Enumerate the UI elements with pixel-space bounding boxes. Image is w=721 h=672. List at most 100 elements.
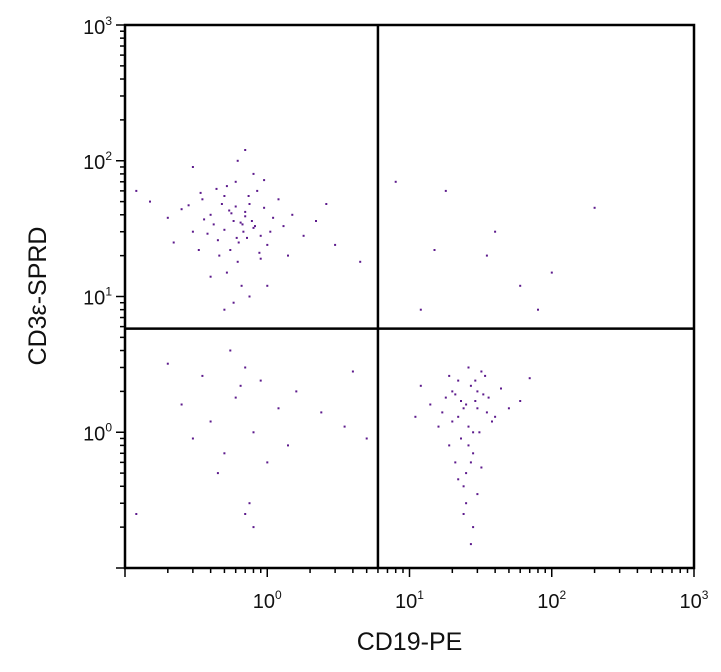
x-tick-label: 103 (680, 588, 709, 613)
data-point (491, 420, 493, 423)
data-point (252, 526, 255, 529)
data-point (433, 249, 436, 251)
data-point (291, 213, 294, 216)
data-point (457, 379, 460, 382)
data-point (472, 526, 475, 529)
data-point (252, 226, 255, 229)
data-point (225, 271, 228, 274)
data-point (460, 437, 462, 440)
data-point (419, 384, 422, 387)
data-point (246, 236, 248, 239)
data-point (469, 543, 472, 546)
data-point (149, 200, 151, 203)
x-axis-label: CD19-PE (357, 628, 463, 656)
data-point (201, 198, 204, 201)
y-axis-ticks: 100 101 102 103 (83, 14, 125, 569)
data-point (199, 191, 202, 194)
data-point (277, 198, 280, 201)
data-point (254, 225, 256, 228)
data-point (212, 223, 215, 226)
data-point (263, 206, 266, 209)
data-point (191, 230, 194, 233)
data-point (244, 366, 247, 369)
data-point (187, 204, 190, 207)
data-point (266, 243, 269, 246)
data-point (485, 254, 488, 257)
data-point (472, 431, 475, 434)
y-tick-label: 100 (83, 420, 112, 445)
data-point (247, 195, 250, 197)
x-axis-ticks: 100 101 102 103 (124, 568, 709, 613)
data-point (451, 390, 454, 393)
x-tick-label: 100 (253, 588, 282, 613)
data-point (248, 203, 251, 205)
data-point (230, 212, 233, 215)
data-point (228, 209, 231, 212)
data-point (277, 407, 280, 410)
data-point (462, 485, 465, 488)
data-point (365, 437, 368, 440)
data-point (220, 203, 223, 205)
data-point (343, 425, 346, 428)
data-point (135, 513, 138, 515)
data-point (266, 284, 269, 287)
data-point (351, 370, 354, 373)
data-point (465, 502, 468, 505)
data-point (478, 431, 481, 434)
data-point (248, 295, 251, 298)
data-point (223, 452, 226, 455)
data-point (448, 444, 451, 447)
data-point (519, 400, 522, 402)
data-point (248, 502, 251, 505)
data-point (593, 206, 596, 209)
data-point (266, 461, 269, 464)
data-point (467, 425, 470, 428)
data-point (166, 216, 169, 219)
data-point (244, 210, 247, 213)
data-point (494, 230, 497, 233)
data-point (394, 180, 397, 183)
data-point (444, 396, 447, 399)
data-point (462, 407, 465, 410)
data-point (258, 251, 261, 254)
data-point (244, 513, 247, 515)
data-point (467, 366, 470, 369)
data-point (259, 257, 262, 260)
data-point (225, 185, 228, 188)
data-point (201, 374, 204, 377)
y-tick-label: 102 (83, 149, 112, 174)
data-point (462, 513, 465, 515)
data-point (325, 203, 328, 205)
data-point (519, 284, 522, 287)
data-point (287, 254, 289, 257)
y-tick-label: 101 (83, 285, 112, 310)
data-point (203, 218, 206, 221)
data-point (457, 415, 460, 418)
data-point (359, 260, 362, 263)
data-point (334, 243, 337, 246)
data-point (282, 225, 285, 228)
data-point (315, 220, 317, 222)
data-point (474, 400, 477, 402)
data-point (500, 387, 502, 390)
data-point (236, 159, 239, 162)
data-point (215, 187, 218, 190)
data-point (166, 362, 169, 365)
data-point (209, 275, 212, 278)
data-point (172, 241, 175, 244)
data-points-layer (135, 149, 596, 546)
data-point (209, 420, 212, 423)
data-point (295, 390, 298, 393)
data-point (180, 208, 183, 211)
data-point (197, 249, 200, 251)
data-point (242, 230, 245, 233)
data-point (191, 166, 194, 168)
data-point (550, 271, 553, 274)
data-point (537, 308, 539, 311)
data-point (302, 234, 305, 237)
data-point (474, 379, 477, 382)
data-point (457, 478, 460, 481)
data-point (472, 452, 475, 455)
data-point (234, 396, 237, 399)
data-point (250, 220, 253, 222)
